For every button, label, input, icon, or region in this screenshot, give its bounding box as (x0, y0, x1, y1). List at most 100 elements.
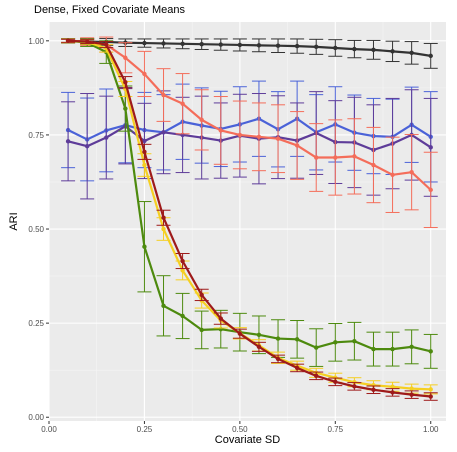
x-axis-title: Covariate SD (215, 434, 280, 446)
data-point (256, 43, 262, 48)
data-point (428, 349, 433, 354)
data-point (161, 226, 166, 232)
data-point (333, 155, 338, 160)
data-point (256, 134, 262, 140)
data-point (275, 43, 281, 48)
series-3 (61, 36, 438, 229)
data-point (256, 332, 262, 338)
data-point (218, 128, 223, 133)
data-point (65, 139, 71, 144)
data-point (256, 344, 262, 350)
data-point (333, 45, 338, 51)
x-tick-label: 0.25 (137, 425, 153, 434)
data-point (275, 136, 281, 141)
data-point (314, 44, 319, 50)
x-tick-label: 1.00 (423, 425, 439, 434)
plot-panel (49, 22, 446, 421)
x-axis: 0.00 0.25 0.50 0.75 1.00 (41, 421, 439, 434)
series-6 (61, 38, 438, 401)
data-point (352, 339, 357, 344)
data-point (333, 379, 338, 385)
data-point (142, 138, 147, 144)
data-point (180, 41, 185, 47)
data-point (294, 337, 300, 342)
data-point (314, 373, 319, 379)
data-point (428, 387, 433, 392)
data-point (180, 258, 185, 264)
data-point (199, 117, 204, 123)
data-point (428, 394, 433, 399)
data-point (333, 340, 338, 345)
data-point (180, 313, 185, 319)
data-point (390, 346, 395, 352)
data-point (180, 268, 185, 273)
data-point (428, 187, 433, 193)
y-tick-label: 0.00 (28, 413, 44, 422)
data-point (352, 384, 357, 389)
x-tick-label: 0.75 (328, 425, 344, 434)
data-point (390, 390, 395, 395)
data-point (123, 80, 128, 85)
data-point (237, 331, 243, 336)
data-point (84, 144, 90, 149)
data-point (409, 344, 414, 350)
data-point (390, 49, 395, 54)
chart-title: Dense, Fixed Covariate Means (34, 4, 186, 16)
y-tick-label: 1.00 (28, 37, 44, 46)
data-point (314, 345, 319, 350)
x-tick-label: 0.00 (41, 425, 57, 434)
data-point (123, 106, 128, 111)
data-point (428, 145, 433, 150)
data-point (390, 384, 395, 389)
data-point (275, 356, 281, 362)
data-point (199, 42, 204, 47)
data-point (161, 215, 166, 220)
data-point (161, 41, 166, 46)
series-layer (61, 36, 438, 401)
data-point (104, 135, 109, 140)
data-point (199, 292, 204, 298)
data-point (180, 101, 185, 106)
data-point (104, 42, 109, 47)
data-point (409, 392, 414, 397)
data-point (294, 43, 300, 49)
data-point (294, 143, 300, 148)
data-point (123, 55, 128, 60)
data-point (161, 92, 166, 98)
series-line (67, 39, 431, 353)
data-point (65, 38, 71, 44)
data-point (142, 244, 147, 249)
data-point (371, 387, 376, 392)
data-point (352, 46, 357, 52)
data-point (409, 169, 414, 175)
series-line (68, 39, 431, 398)
data-point (218, 316, 223, 321)
data-point (142, 149, 147, 155)
data-point (237, 132, 243, 138)
data-point (218, 42, 223, 47)
data-point (275, 336, 281, 341)
y-tick-label: 0.25 (28, 319, 44, 328)
y-axis: 0.00 0.25 0.50 0.75 1.00 (28, 37, 49, 422)
data-point (84, 39, 90, 44)
data-point (199, 327, 204, 333)
data-point (352, 154, 357, 159)
series-2 (61, 88, 438, 200)
data-point (371, 346, 376, 352)
data-point (371, 162, 376, 168)
data-point (161, 130, 166, 135)
data-point (142, 40, 147, 46)
y-tick-label: 0.50 (28, 225, 44, 234)
data-point (409, 386, 414, 391)
data-point (390, 172, 395, 178)
data-point (409, 50, 414, 56)
data-point (237, 42, 243, 48)
data-point (142, 162, 147, 168)
data-point (161, 303, 166, 309)
x-tick-label: 0.50 (232, 425, 248, 434)
series-line (68, 39, 432, 191)
data-point (142, 71, 147, 77)
y-axis-title: ARI (8, 212, 20, 230)
data-point (294, 365, 300, 371)
